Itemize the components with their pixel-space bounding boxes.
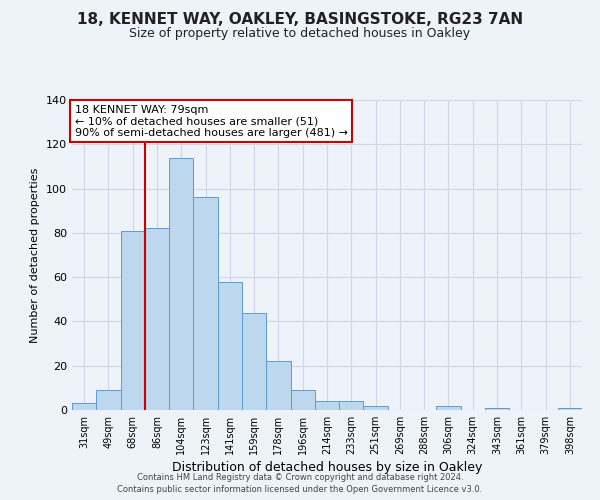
Bar [218,282,242,410]
Bar [72,404,96,410]
Bar [145,228,169,410]
Y-axis label: Number of detached properties: Number of detached properties [31,168,40,342]
Text: Contains HM Land Registry data © Crown copyright and database right 2024.: Contains HM Land Registry data © Crown c… [137,474,463,482]
Bar [290,390,315,410]
Bar [558,408,582,410]
Text: Size of property relative to detached houses in Oakley: Size of property relative to detached ho… [130,28,470,40]
Bar [364,406,388,410]
Bar [436,406,461,410]
Bar [121,230,145,410]
Text: Contains public sector information licensed under the Open Government Licence v3: Contains public sector information licen… [118,485,482,494]
Bar [193,198,218,410]
Text: 18, KENNET WAY, OAKLEY, BASINGSTOKE, RG23 7AN: 18, KENNET WAY, OAKLEY, BASINGSTOKE, RG2… [77,12,523,28]
Text: 18 KENNET WAY: 79sqm
← 10% of detached houses are smaller (51)
90% of semi-detac: 18 KENNET WAY: 79sqm ← 10% of detached h… [74,104,347,138]
Bar [266,362,290,410]
Bar [169,158,193,410]
Bar [315,401,339,410]
Bar [96,390,121,410]
Bar [242,312,266,410]
Bar [485,408,509,410]
Bar [339,401,364,410]
X-axis label: Distribution of detached houses by size in Oakley: Distribution of detached houses by size … [172,461,482,474]
